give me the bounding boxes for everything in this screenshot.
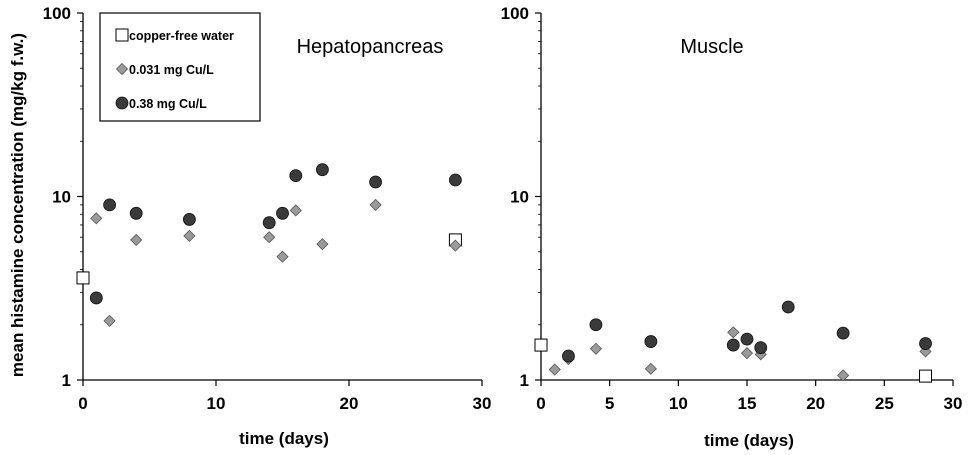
data-point-diamond — [644, 362, 657, 375]
data-point-diamond — [130, 233, 143, 246]
x-tick-label: 15 — [738, 394, 757, 413]
data-point-diamond — [449, 239, 462, 252]
muscle-panel: 1 10 100 0 5 10 15 20 25 30 Muscle time (days) — [501, 4, 963, 450]
data-point-square — [76, 271, 90, 285]
data-point-circle — [276, 206, 289, 220]
data-point-diamond — [727, 326, 740, 339]
data-point-circle — [562, 349, 575, 363]
data-point-diamond — [589, 342, 602, 355]
x-tick-label: 30 — [473, 394, 492, 413]
data-point-circle — [836, 326, 850, 340]
legend: copper-free water 0.031 mg Cu/L 0.38 mg Cu… — [99, 12, 261, 122]
legend-marker-diamond — [115, 62, 129, 76]
data-point-circle — [315, 163, 329, 177]
legend-marker-square — [115, 28, 129, 42]
data-point-circle — [262, 216, 276, 230]
legend-label: 0.38 mg Cu/L — [129, 97, 207, 111]
x-tick-label: 10 — [207, 394, 226, 413]
data-point-circle — [129, 206, 143, 220]
data-point-circle — [754, 341, 768, 355]
data-point-circle — [740, 332, 754, 346]
data-point-circle — [369, 175, 383, 189]
data-point-circle — [103, 198, 116, 212]
data-point-circle — [644, 335, 658, 348]
x-axis-title: time (days) — [239, 429, 329, 448]
data-point-diamond — [276, 250, 289, 263]
panel-title: Hepatopancreas — [297, 36, 444, 58]
data-point-circle — [289, 169, 303, 182]
data-point-circle — [448, 173, 462, 187]
hepatopancreas-panel: 1 10 100 0 10 20 30 Hepatopancreas time (days) me… — [8, 4, 491, 448]
y-tick-label: 1 — [520, 371, 529, 390]
data-point-diamond — [548, 363, 561, 376]
x-tick-label: 20 — [340, 394, 359, 413]
panel-title: Muscle — [680, 36, 743, 58]
x-tick-label: 25 — [875, 394, 894, 413]
y-tick-label: 1 — [62, 371, 71, 390]
x-tick-label: 30 — [944, 394, 963, 413]
data-point-circle — [589, 318, 603, 332]
y-axis-title: mean histamine concentration (mg/kg f.w.… — [8, 33, 27, 377]
data-point-diamond — [90, 212, 103, 225]
legend-label: copper-free water — [129, 29, 234, 43]
x-axis-title: time (days) — [704, 431, 794, 450]
data-point-diamond — [740, 347, 754, 360]
legend-marker-circle — [115, 96, 129, 110]
x-tick-label: 5 — [605, 394, 614, 413]
data-point-square — [534, 338, 548, 352]
data-point-diamond — [289, 204, 302, 217]
x-tick-label: 20 — [806, 394, 825, 413]
x-tick-label: 0 — [536, 394, 545, 413]
data-point-circle — [726, 338, 740, 352]
data-point-circle — [89, 291, 103, 305]
data-point-square — [919, 369, 933, 383]
x-tick-label: 10 — [669, 394, 688, 413]
data-point-diamond — [837, 369, 850, 382]
data-point-circle — [781, 300, 795, 314]
y-tick-label: 10 — [510, 188, 529, 207]
data-point-diamond — [103, 314, 116, 327]
legend-label: 0.031 mg Cu/L — [129, 63, 214, 77]
y-tick-label: 10 — [52, 188, 71, 207]
data-point-diamond — [183, 229, 196, 242]
y-tick-label: 100 — [43, 4, 71, 23]
data-point-diamond — [316, 238, 329, 251]
data-point-diamond — [263, 231, 276, 244]
x-tick-label: 0 — [78, 394, 87, 413]
data-point-diamond — [369, 198, 382, 211]
data-point-circle — [919, 337, 932, 350]
y-tick-label: 100 — [501, 4, 529, 23]
data-point-circle — [182, 213, 196, 226]
